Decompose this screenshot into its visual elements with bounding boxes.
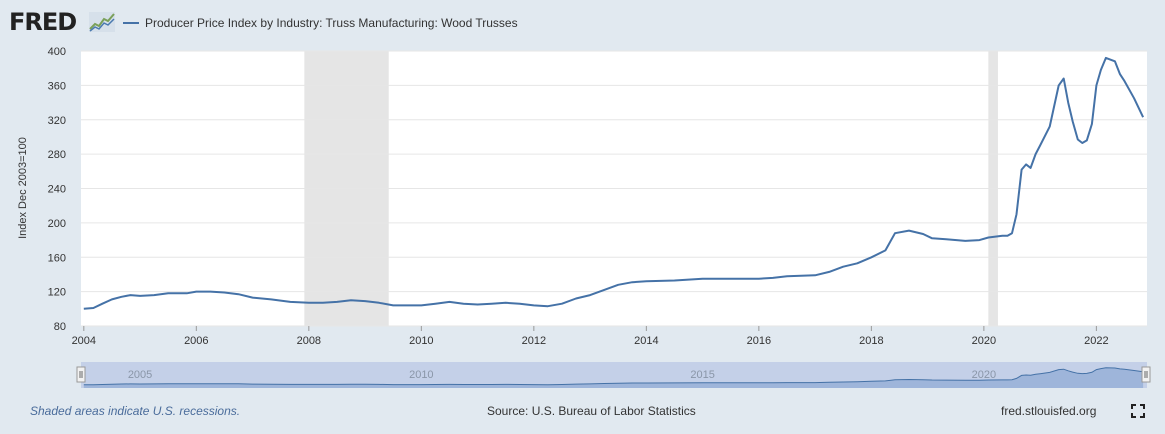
fred-logo[interactable]: FRED xyxy=(9,8,77,36)
series-layer xyxy=(83,56,1145,310)
y-tick-label: 160 xyxy=(48,252,66,264)
navigator-tick-label: 2015 xyxy=(690,369,714,381)
fred-logo-graph-icon xyxy=(89,12,115,32)
x-tick-label: 2006 xyxy=(184,335,208,347)
x-tick-label: 2012 xyxy=(522,335,546,347)
y-tick-label: 360 xyxy=(48,80,66,92)
y-tick-label: 200 xyxy=(48,218,66,230)
grid-layer xyxy=(81,50,1147,327)
navigator-left-handle[interactable] xyxy=(76,366,86,383)
navigator-right-handle[interactable] xyxy=(1141,366,1151,383)
source-note: Source: U.S. Bureau of Labor Statistics xyxy=(487,404,696,418)
range-navigator[interactable]: 2005 2010 2015 2020 xyxy=(76,362,1151,388)
x-tick-label: 2022 xyxy=(1084,335,1108,347)
y-tick-label: 280 xyxy=(48,149,66,161)
legend-line-swatch xyxy=(123,22,139,24)
x-tick-layer: 2004 2006 2008 2010 2012 2014 2016 2018 2020 2022 xyxy=(72,326,1109,347)
navigator-tick-label: 2020 xyxy=(972,369,996,381)
y-tick-layer: 80 120 160 200 240 280 320 360 400 xyxy=(48,46,66,333)
navigator-tick-label: 2010 xyxy=(409,369,433,381)
chart-header: FRED Producer Price Index by Industry: T… xyxy=(0,0,1165,44)
series-legend[interactable]: Producer Price Index by Industry: Truss … xyxy=(123,16,518,30)
x-tick-label: 2016 xyxy=(747,335,771,347)
site-link[interactable]: fred.stlouisfed.org xyxy=(1001,404,1097,418)
recession-note: Shaded areas indicate U.S. recessions. xyxy=(30,404,241,418)
series-line[interactable] xyxy=(83,56,1145,310)
y-tick-label: 80 xyxy=(54,321,66,333)
y-tick-label: 400 xyxy=(48,46,66,58)
y-tick-label: 240 xyxy=(48,184,66,196)
navigator-tick-label: 2005 xyxy=(128,369,152,381)
navigator-tick-layer: 2005 2010 2015 2020 xyxy=(128,369,996,381)
legend-label: Producer Price Index by Industry: Truss … xyxy=(145,16,518,30)
x-tick-label: 2020 xyxy=(972,335,996,347)
x-tick-label: 2014 xyxy=(634,335,658,347)
navigator-line xyxy=(83,367,1144,386)
fullscreen-icon[interactable] xyxy=(1131,404,1145,418)
x-tick-label: 2008 xyxy=(297,335,321,347)
navigator-series-layer xyxy=(83,367,1144,388)
y-tick-label: 320 xyxy=(48,115,66,127)
navigator-area xyxy=(83,367,1144,388)
x-tick-label: 2004 xyxy=(72,335,96,347)
x-tick-label: 2018 xyxy=(859,335,883,347)
y-tick-label: 120 xyxy=(48,287,66,299)
x-tick-label: 2010 xyxy=(409,335,433,347)
y-axis-label: Index Dec 2003=100 xyxy=(17,137,29,239)
